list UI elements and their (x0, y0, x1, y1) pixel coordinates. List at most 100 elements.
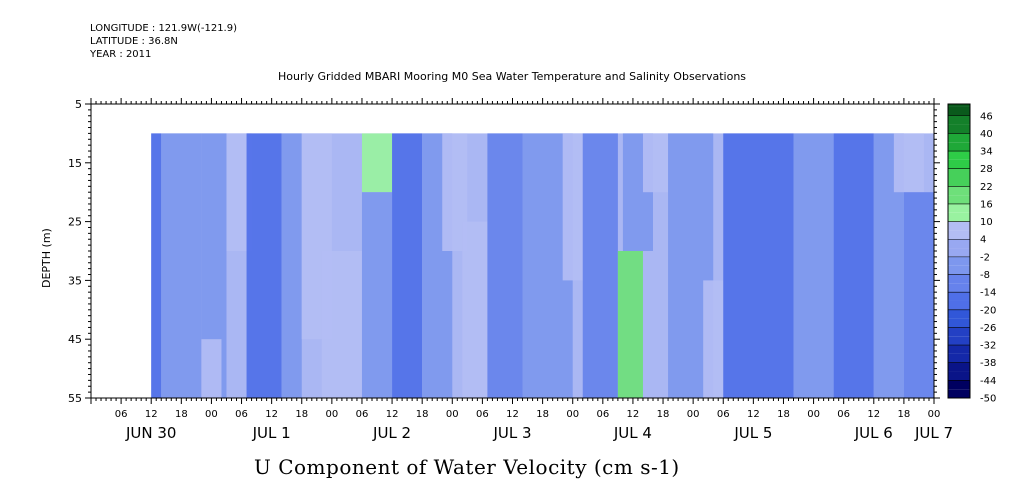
heatmap-cell (361, 133, 393, 193)
heatmap-cell (833, 133, 874, 398)
heatmap-cell (201, 339, 222, 398)
x-date-label: JUL 5 (733, 424, 772, 442)
y-tick-label: 15 (68, 157, 82, 170)
longitude-label: LONGITUDE : 121.9W(-121.9) (90, 23, 237, 34)
colorbar-label: -8 (980, 270, 990, 281)
heatmap-cell (703, 280, 724, 398)
x-tick-label: 18 (898, 409, 911, 420)
colorbar-label: 10 (980, 217, 993, 228)
latitude-label: LATITUDE : 36.8N (90, 36, 178, 47)
x-date-label: JUL 3 (492, 424, 531, 442)
colorbar-swatch (948, 239, 970, 249)
x-tick-label: 18 (295, 409, 308, 420)
x-tick-label: 18 (175, 409, 188, 420)
x-tick-label: 06 (837, 409, 850, 420)
colorbar-swatch (948, 212, 970, 222)
x-tick-label: 00 (687, 409, 700, 420)
heatmap-cell (151, 133, 162, 398)
chart-title: Hourly Gridded MBARI Mooring M0 Sea Wate… (277, 70, 747, 83)
x-tick-label: 00 (325, 409, 338, 420)
colorbar-label: 22 (980, 182, 993, 193)
colorbar-swatch (948, 274, 970, 284)
colorbar-swatch (948, 327, 970, 337)
heatmap-cell (487, 133, 523, 398)
colorbar-label: -38 (980, 358, 996, 369)
x-date-label: JUL 2 (372, 424, 411, 442)
colorbar-label: 4 (980, 235, 986, 246)
heatmap-cell (617, 251, 643, 398)
x-tick-label: 06 (717, 409, 730, 420)
colorbar-label: -44 (980, 376, 996, 387)
x-tick-label: 06 (115, 409, 128, 420)
heatmap-cell (321, 251, 362, 398)
x-date-label: JUL 4 (613, 424, 652, 442)
colorbar-swatch (948, 106, 970, 116)
heatmap-cell (642, 133, 669, 193)
colorbar-swatch (948, 177, 970, 187)
x-tick-label: 18 (416, 409, 429, 420)
colorbar-swatch (948, 389, 970, 398)
x-tick-label: 00 (807, 409, 820, 420)
colorbar-swatch (948, 133, 970, 143)
colorbar-swatch (948, 248, 970, 257)
colorbar-swatch (948, 142, 970, 152)
colorbar-swatch (948, 362, 970, 372)
heatmap-cell (161, 133, 202, 398)
x-tick-label: 00 (446, 409, 459, 420)
x-tick-label: 12 (506, 409, 519, 420)
y-tick-label: 35 (68, 274, 82, 287)
heatmap-cell (723, 133, 794, 398)
colorbar-label: -14 (980, 288, 996, 299)
heatmap-cell (392, 133, 423, 398)
colorbar-swatch (948, 353, 970, 363)
colorbar-swatch (948, 292, 970, 301)
heatmap-cell (582, 133, 618, 398)
x-tick-label: 12 (747, 409, 760, 420)
x-tick-label: 12 (867, 409, 880, 420)
x-tick-label: 12 (145, 409, 158, 420)
colorbar-swatch (948, 300, 970, 310)
x-tick-label: 00 (205, 409, 218, 420)
x-tick-label: 18 (657, 409, 670, 420)
colorbar-label: 34 (980, 147, 993, 158)
colorbar-swatch (948, 186, 970, 196)
y-tick-label: 5 (75, 98, 82, 111)
x-tick-label: 06 (476, 409, 489, 420)
colorbar-swatch (948, 203, 970, 213)
y-tick-label: 25 (68, 216, 82, 229)
colorbar-label: 28 (980, 164, 993, 175)
colorbar-label: 40 (980, 129, 993, 140)
x-tick-label: 18 (777, 409, 790, 420)
heatmap-cell (361, 192, 393, 398)
x-date-label: JUL 7 (914, 424, 953, 442)
colorbar-swatch (948, 371, 970, 381)
colorbar-swatch (948, 336, 970, 346)
x-date-label: JUL 6 (854, 424, 893, 442)
x-tick-label: 12 (265, 409, 278, 420)
heatmap-cell (246, 133, 282, 398)
x-tick-label: 00 (566, 409, 579, 420)
year-label: YEAR : 2011 (90, 49, 152, 60)
colorbar-swatch (948, 265, 970, 275)
x-date-label: JUN 30 (125, 424, 176, 442)
colorbar-swatch (948, 380, 970, 390)
colorbar-swatch (948, 221, 970, 231)
colorbar-swatch (948, 159, 970, 169)
x-tick-label: 12 (386, 409, 399, 420)
colorbar-label: 16 (980, 199, 993, 210)
colorbar-swatch (948, 283, 970, 293)
colorbar-label: -20 (980, 305, 996, 316)
colorbar-label: -26 (980, 323, 996, 334)
x-tick-label: 00 (928, 409, 941, 420)
heatmap-cell (903, 192, 934, 398)
colorbar-swatch (948, 309, 970, 319)
x-tick-label: 12 (627, 409, 640, 420)
y-tick-label: 55 (68, 392, 82, 405)
colorbar-swatch (948, 318, 970, 328)
heatmap-cell (462, 221, 488, 398)
x-tick-label: 06 (235, 409, 248, 420)
x-tick-label: 06 (596, 409, 609, 420)
colorbar-swatch (948, 104, 970, 107)
colorbar-swatch (948, 345, 970, 354)
